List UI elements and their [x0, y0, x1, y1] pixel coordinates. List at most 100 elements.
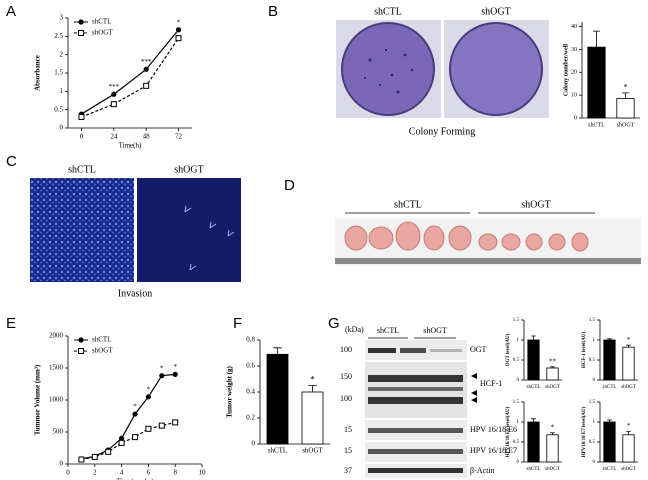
- data-point: [158, 422, 165, 429]
- y-axis-label: HPV16/18 E7 level(AU): [582, 406, 587, 457]
- x-tick-label: 6: [147, 469, 151, 477]
- legend-label: shOGT: [92, 29, 113, 37]
- x-tick-label: 4: [120, 469, 124, 477]
- bar: [301, 391, 324, 445]
- series-line: [81, 37, 180, 118]
- blot-protein: HCF-1: [480, 379, 502, 388]
- blot-group: shOGT: [423, 326, 447, 335]
- bar: [587, 46, 606, 119]
- blot-marker: 150: [340, 372, 352, 381]
- panel-letter: C: [6, 153, 17, 170]
- x-tick-label: shCTL: [527, 467, 541, 472]
- y-tick-label: 500: [53, 428, 64, 436]
- data-point: [105, 448, 112, 455]
- data-point: [91, 453, 98, 460]
- image-caption: Invasion: [118, 288, 152, 299]
- blot-marker: 37: [344, 466, 352, 475]
- y-tick-label: 0.6: [246, 362, 255, 370]
- x-tick-label: 72: [175, 133, 183, 141]
- bar: [266, 353, 289, 445]
- y-tick-label: 0: [574, 115, 577, 121]
- x-tick-label: shCTL: [603, 467, 617, 472]
- y-tick-label: 40: [571, 24, 577, 30]
- tumor-image: [335, 212, 641, 266]
- bar: [527, 421, 540, 463]
- blot-protein: HPV 16/18 E6: [470, 425, 517, 434]
- legend-marker: [78, 30, 84, 36]
- western-blot: [365, 337, 477, 478]
- x-tick-label: 2: [93, 469, 97, 477]
- legend-marker: [78, 337, 84, 343]
- y-tick-label: 2.5: [54, 32, 63, 40]
- y-tick-label: 0.5: [589, 440, 596, 445]
- y-tick-label: 30: [571, 47, 577, 53]
- x-tick-label: shCTL: [603, 385, 617, 390]
- x-axis-label: Time(h): [119, 142, 142, 150]
- image-label: shOGT: [481, 6, 510, 17]
- significance: *: [147, 385, 151, 393]
- y-tick-label: 0.5: [513, 358, 520, 363]
- y-tick-label: 10: [571, 93, 577, 99]
- data-point: [78, 456, 85, 463]
- x-tick-label: 8: [173, 469, 177, 477]
- x-tick-label: shOGT: [545, 467, 560, 472]
- x-tick-label: shOGT: [621, 467, 636, 472]
- blot-marker: 100: [340, 345, 352, 354]
- x-tick-label: shCTL: [588, 122, 605, 128]
- image-label: shCTL: [68, 164, 96, 175]
- legend-label: shOGT: [92, 347, 113, 355]
- data-point: [132, 434, 138, 441]
- series-line: [81, 29, 179, 115]
- data-point: [143, 82, 150, 89]
- error-bar: [622, 92, 629, 99]
- image-label: shOGT: [174, 164, 203, 175]
- legend-marker: [78, 348, 84, 354]
- colony-images: [336, 20, 549, 118]
- y-axis-label: Tummor Volume (mm³): [34, 364, 42, 435]
- panel-letter: B: [268, 3, 278, 20]
- series-line: [81, 373, 176, 460]
- blot-marker: 15: [344, 425, 352, 434]
- data-point: [172, 371, 178, 377]
- x-tick-label: shCTL: [268, 447, 287, 455]
- data-point: [172, 419, 179, 426]
- legend-label: shCTL: [92, 336, 111, 344]
- data-point: [111, 91, 117, 97]
- y-tick-label: 1.5: [513, 400, 520, 405]
- x-axis-label: Time(weeks): [117, 478, 154, 480]
- x-tick-label: 10: [199, 469, 207, 477]
- y-axis-label: Colony number/well: [563, 44, 569, 97]
- y-tick-label: 0: [593, 378, 596, 383]
- panel-letter: A: [6, 3, 16, 20]
- x-tick-label: 0: [80, 133, 84, 141]
- x-tick-label: shCTL: [527, 385, 541, 390]
- blot-marker: 100: [340, 394, 352, 403]
- error-bar: [593, 30, 600, 48]
- image-label: shOGT: [521, 199, 550, 210]
- blot-unit: (kDa): [345, 325, 364, 334]
- x-tick-label: 48: [143, 133, 151, 141]
- significance: **: [549, 357, 557, 365]
- bar: [603, 339, 616, 381]
- blot-marker: 15: [344, 446, 352, 455]
- y-tick-label: 0: [60, 124, 64, 132]
- x-tick-label: 24: [110, 133, 118, 141]
- y-tick-label: 1000: [49, 396, 64, 404]
- significance: *: [133, 403, 137, 411]
- y-tick-label: 3: [60, 14, 64, 22]
- significance: *: [627, 422, 631, 430]
- bar: [616, 98, 635, 119]
- error-bar: [626, 344, 631, 348]
- bar: [622, 434, 635, 463]
- data-point: [78, 114, 85, 120]
- error-bar: [531, 418, 536, 422]
- y-tick-label: 2: [60, 50, 64, 58]
- panel-letter: D: [284, 177, 295, 194]
- x-tick-label: shOGT: [617, 122, 635, 128]
- panel-letter: G: [328, 315, 340, 332]
- bar: [546, 434, 559, 463]
- y-tick-label: 20: [571, 70, 577, 76]
- data-point: [118, 439, 125, 446]
- error-bar: [607, 338, 612, 340]
- y-tick-label: 0: [517, 460, 520, 465]
